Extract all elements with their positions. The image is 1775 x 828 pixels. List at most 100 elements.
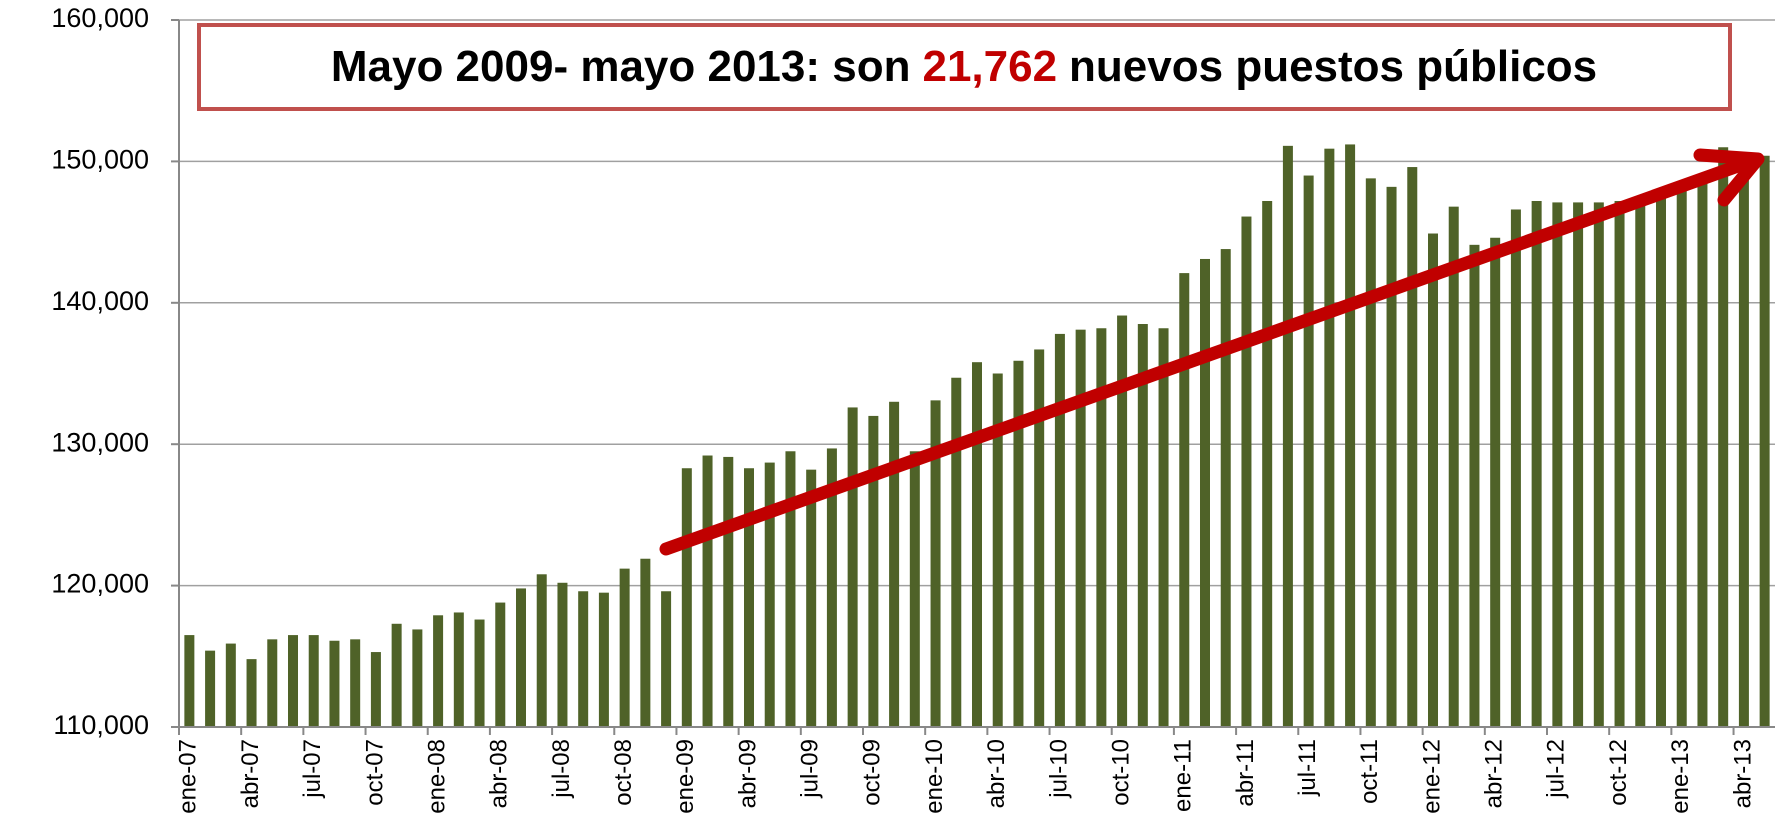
bar: [1656, 195, 1666, 727]
bar: [329, 640, 340, 727]
bar: [764, 462, 775, 727]
bar: [184, 635, 195, 727]
x-tick-label: abr-09: [734, 739, 761, 808]
bar: [1117, 315, 1128, 727]
bar: [1200, 258, 1210, 727]
bar: [495, 602, 506, 727]
bar: [516, 588, 526, 727]
bar: [1614, 200, 1625, 727]
bar: [661, 591, 672, 727]
x-tick-label: ene-13: [1667, 739, 1694, 814]
y-tick-label: 150,000: [51, 145, 149, 175]
bar: [1013, 360, 1024, 727]
bar: [1490, 237, 1501, 728]
bar: [391, 623, 402, 727]
bar: [225, 643, 236, 727]
x-tick-label: oct-11: [1356, 739, 1383, 804]
bar: [1137, 324, 1148, 727]
trend-arrow: [659, 148, 1765, 556]
x-tick-label: oct-12: [1605, 739, 1632, 806]
bar: [1220, 249, 1231, 727]
x-tick-label: abr-12: [1481, 739, 1508, 808]
x-tick-label: abr-08: [486, 739, 513, 808]
x-tick-label: ene-08: [423, 739, 450, 814]
x-tick-label: jul-08: [548, 739, 575, 799]
bar: [681, 468, 692, 727]
bar: [1593, 202, 1604, 727]
bar: [433, 615, 444, 727]
bar: [868, 415, 879, 727]
x-tick-label: jul-07: [299, 739, 326, 799]
bar: [723, 456, 734, 727]
bar: [1282, 145, 1293, 727]
bar: [1697, 175, 1708, 728]
bar: [1303, 175, 1314, 728]
x-tick-label: oct-09: [859, 739, 886, 806]
bar: [1345, 144, 1356, 727]
bar: [1158, 328, 1169, 727]
x-tick-label: oct-08: [610, 739, 637, 806]
bar: [1531, 200, 1542, 727]
x-tick-label: oct-10: [1107, 739, 1134, 806]
bar: [806, 469, 817, 727]
bar: [972, 362, 982, 727]
x-tick-label: jul-09: [797, 739, 824, 799]
bar: [288, 635, 298, 727]
bar: [557, 582, 568, 727]
x-tick-label: ene-07: [175, 739, 202, 814]
bar: [1241, 216, 1252, 727]
bar: [1738, 152, 1749, 727]
arrow-head: [1693, 148, 1765, 207]
annotation-highlight: 21,762: [922, 42, 1057, 91]
x-tick-label: jul-11: [1294, 739, 1321, 797]
bar: [785, 451, 796, 727]
x-tick-label: oct-07: [361, 739, 388, 806]
bar: [640, 558, 651, 727]
arrow-shaft: [659, 154, 1759, 556]
bar: [1096, 328, 1107, 727]
bar: [1718, 147, 1729, 727]
bar: [1365, 178, 1376, 728]
y-tick-label: 110,000: [53, 710, 149, 740]
bar: [598, 592, 609, 727]
bar: [246, 659, 257, 727]
bar: [847, 407, 858, 727]
annotation-box: [197, 23, 1732, 111]
bar: [267, 639, 278, 727]
bar: [205, 650, 216, 727]
y-tick-label: 160,000: [51, 3, 149, 33]
bar: [412, 629, 423, 727]
bar: [1075, 329, 1086, 727]
bar: [578, 591, 589, 727]
bar: [889, 401, 900, 727]
bar: [308, 635, 319, 727]
annotation-text: nuevos puestos públicos: [1069, 42, 1597, 91]
bars: [184, 144, 1770, 728]
bar: [1386, 186, 1397, 728]
bar: [619, 568, 630, 727]
x-tick-label: abr-11: [1232, 739, 1259, 807]
bar: [1324, 148, 1335, 727]
bar: [1552, 202, 1563, 727]
bar: [1262, 200, 1273, 727]
x-tick-label: ene-11: [1170, 739, 1197, 812]
bar: [1448, 206, 1459, 727]
x-tick-label: ene-09: [672, 739, 699, 814]
bar: [350, 639, 361, 727]
x-tick-label: abr-07: [237, 739, 264, 808]
bar: [930, 400, 941, 727]
bar: [370, 652, 381, 727]
bar: [1034, 349, 1045, 727]
bar: [744, 468, 754, 727]
bar: [909, 451, 920, 727]
x-tick-label: abr-10: [983, 739, 1010, 808]
bar: [1407, 167, 1418, 727]
y-tick-label: 140,000: [51, 286, 149, 316]
bar: [1759, 155, 1770, 727]
x-tick-label: jul-10: [1045, 739, 1072, 799]
x-tick-label: ene-10: [921, 739, 948, 814]
annotation: Mayo 2009- mayo 2013: son 21,762 nuevos pu…: [331, 42, 1597, 91]
bar: [453, 612, 464, 727]
x-tick-label: abr-13: [1729, 739, 1756, 808]
